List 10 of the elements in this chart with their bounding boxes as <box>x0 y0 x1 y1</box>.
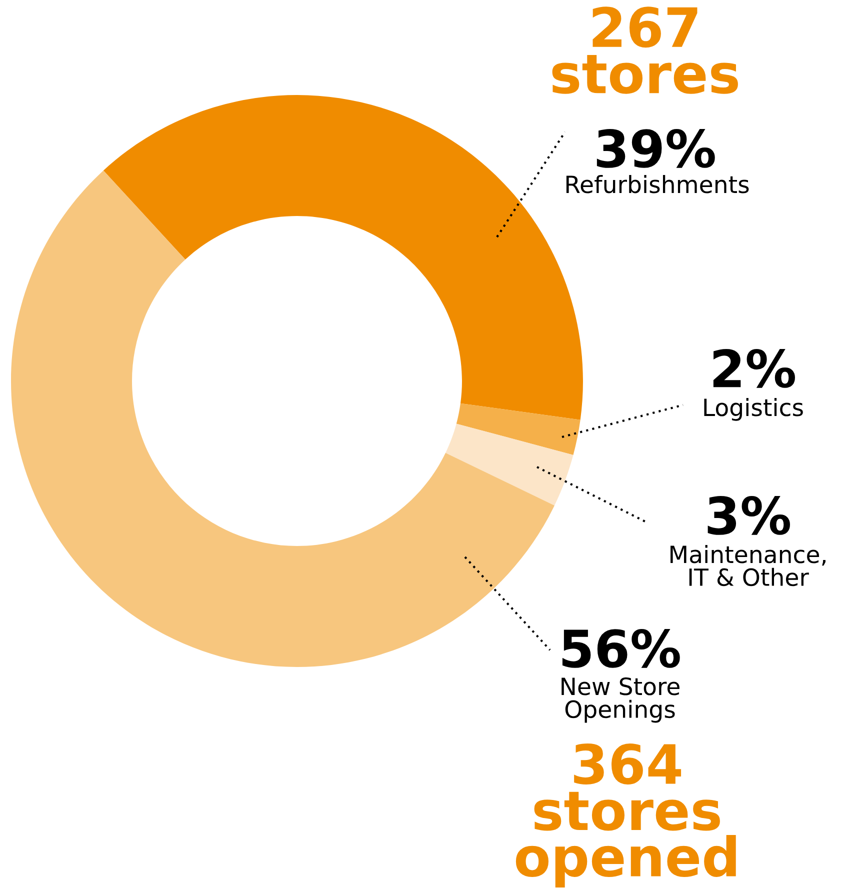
data-label: 39% <box>596 129 715 168</box>
slice-label: Maintenance, IT & Other <box>670 545 826 586</box>
data-label: 2% <box>713 349 795 388</box>
slice-label: New Store Openings <box>562 677 680 723</box>
slice-label: Refurbishments <box>566 175 749 194</box>
data-label: 56% <box>562 629 680 668</box>
text: 267 stores <box>552 6 738 94</box>
slice-label: Logistics <box>704 398 803 421</box>
text: 364 stores opened <box>516 743 736 888</box>
data-label: 3% <box>708 496 790 535</box>
